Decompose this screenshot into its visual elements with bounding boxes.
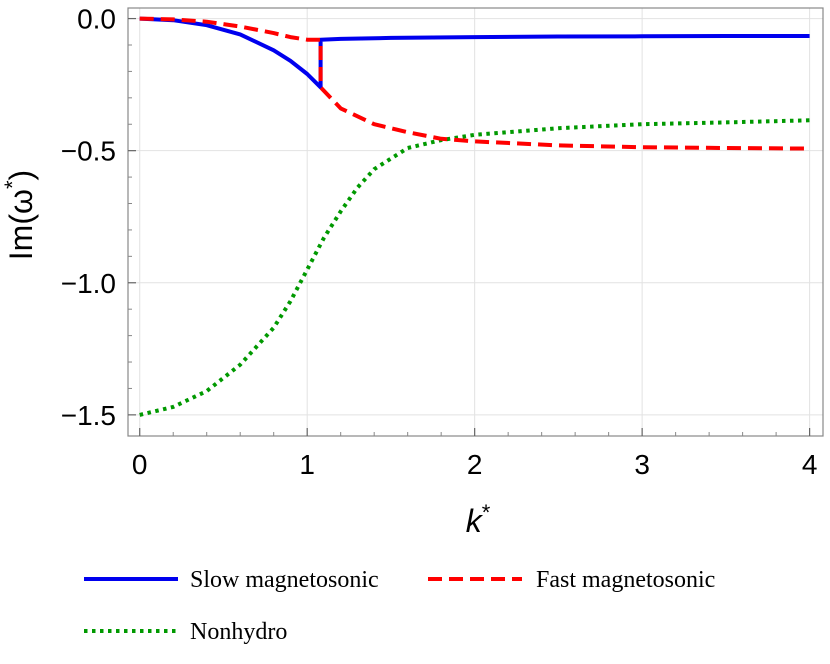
y-axis-label: Im(ω*) xyxy=(0,170,39,260)
legend-item-fast: Fast magnetosonic xyxy=(428,567,715,593)
legend-label-nonhydro: Nonhydro xyxy=(190,619,287,645)
legend-label-slow: Slow magnetosonic xyxy=(190,567,379,593)
x-tick-label: 4 xyxy=(802,449,818,480)
series-line-fast-magnetosonic xyxy=(139,16,810,151)
legend: Slow magnetosonic Fast magnetosonic Nonh… xyxy=(84,567,715,645)
legend-item-slow: Slow magnetosonic xyxy=(84,567,379,593)
y-tick-label: −1.5 xyxy=(61,400,116,431)
y-tick-label: −0.5 xyxy=(61,136,116,167)
grid-lines xyxy=(128,8,823,436)
x-tick-label: 2 xyxy=(467,449,483,480)
series-line-nonhydro xyxy=(139,118,810,417)
axis-ticks: 0 1 2 3 4 0.0 −0.5 −1.0 −1.5 xyxy=(61,4,818,480)
x-tick-label: 0 xyxy=(132,449,148,480)
legend-item-nonhydro: Nonhydro xyxy=(84,619,287,645)
plot-frame xyxy=(127,7,824,437)
x-tick-label: 3 xyxy=(634,449,650,480)
y-tick-label: 0.0 xyxy=(77,4,116,35)
y-tick-label: −1.0 xyxy=(61,268,116,299)
x-tick-label: 1 xyxy=(299,449,315,480)
series-line-slow-magnetosonic xyxy=(139,16,810,90)
legend-label-fast: Fast magnetosonic xyxy=(536,567,715,593)
x-axis-label: k* xyxy=(466,500,491,539)
series-lines xyxy=(139,16,810,417)
